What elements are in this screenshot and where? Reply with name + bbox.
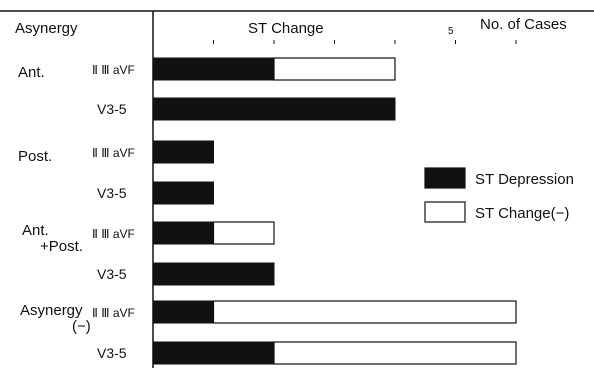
lead-label: V3-5 [97, 101, 127, 117]
bars [152, 57, 517, 365]
group-label: Post. [18, 148, 52, 165]
group-label: Ant. [18, 64, 45, 81]
bar-st-depression [152, 97, 396, 121]
lead-label: Ⅱ Ⅲ aVF [92, 227, 135, 241]
x-tick-label-5: 5 [448, 26, 454, 37]
lead-label: V3-5 [97, 345, 127, 361]
lead-label: Ⅱ Ⅲ aVF [92, 306, 135, 320]
lead-label: V3-5 [97, 266, 127, 282]
bar-st-depression [152, 262, 275, 286]
bar-st-depression [152, 221, 214, 245]
bar-st-no-change [273, 57, 396, 81]
lead-label: Ⅱ Ⅲ aVF [92, 146, 135, 160]
legend: ST Depression ST Change(−) [424, 167, 574, 223]
header-center: ST Change [248, 20, 324, 37]
bar-st-depression [152, 341, 275, 365]
bar-st-depression [152, 140, 214, 164]
lead-labels: Ⅱ Ⅲ aVF V3-5 Ⅱ Ⅲ aVF V3-5 Ⅱ Ⅲ aVF V3-5 Ⅱ Ⅲ aVF… [92, 63, 135, 361]
lead-label: Ⅱ Ⅲ aVF [92, 63, 135, 77]
legend-swatch-no_change [424, 201, 466, 223]
bar-st-no-change [212, 221, 275, 245]
header-left: Asynergy [15, 20, 78, 37]
group-labels: Ant. Post. Ant. +Post. Asynergy (−) [18, 64, 91, 335]
group-label: Asynergy (−) [20, 302, 91, 335]
bar-st-depression [152, 300, 214, 324]
group-label: Ant. +Post. [22, 222, 83, 255]
x-axis-ticks [213, 40, 517, 44]
lead-label: V3-5 [97, 185, 127, 201]
header-right: No. of Cases [480, 16, 567, 33]
bar-st-depression [152, 181, 214, 205]
legend-swatch-depression [424, 167, 466, 189]
bar-st-no-change [273, 341, 517, 365]
bar-st-depression [152, 57, 275, 81]
bar-st-no-change [212, 300, 517, 324]
legend-label-no_change: ST Change(−) [475, 205, 569, 222]
legend-label-depression: ST Depression [475, 171, 574, 188]
